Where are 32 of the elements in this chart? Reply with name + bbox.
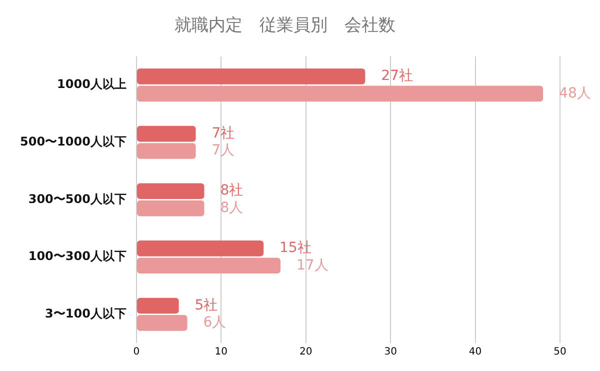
- data-label: 6人: [203, 314, 226, 331]
- data-label: 5社: [194, 297, 218, 314]
- data-label: 15社: [280, 240, 312, 256]
- data-label: 48人: [559, 85, 591, 102]
- y-tick-label: 500〜1000人以下: [20, 134, 126, 149]
- x-tick-label: 20: [300, 346, 312, 358]
- data-label: 7社: [212, 125, 235, 142]
- bar: [136, 240, 264, 256]
- chart-title: 就職内定 従業員別 会社数: [174, 16, 396, 36]
- data-label: 8社: [220, 182, 244, 199]
- bar: [136, 315, 188, 331]
- y-tick-label: 300〜500人以下: [28, 192, 126, 206]
- data-label: 27社: [381, 68, 413, 84]
- data-label: 8人: [220, 200, 244, 216]
- bar: [136, 86, 544, 102]
- bar: [136, 183, 204, 200]
- y-tick-label: 100〜300人以下: [28, 249, 126, 264]
- bar: [136, 143, 196, 159]
- bar: [136, 200, 204, 216]
- data-label: 7人: [212, 142, 235, 159]
- x-tick-label: 40: [468, 346, 482, 358]
- bar: [136, 126, 196, 142]
- x-tick-label: 30: [384, 346, 397, 358]
- bar: [136, 298, 179, 314]
- x-tick-label: 0: [133, 346, 140, 358]
- y-tick-label: 1000人以上: [57, 77, 126, 92]
- x-tick-label: 50: [554, 346, 566, 358]
- bar: [136, 258, 280, 274]
- bar: [136, 68, 366, 84]
- y-tick-label: 3〜100人以下: [45, 306, 126, 320]
- data-label: 17人: [296, 257, 328, 274]
- x-tick-label: 10: [214, 346, 228, 358]
